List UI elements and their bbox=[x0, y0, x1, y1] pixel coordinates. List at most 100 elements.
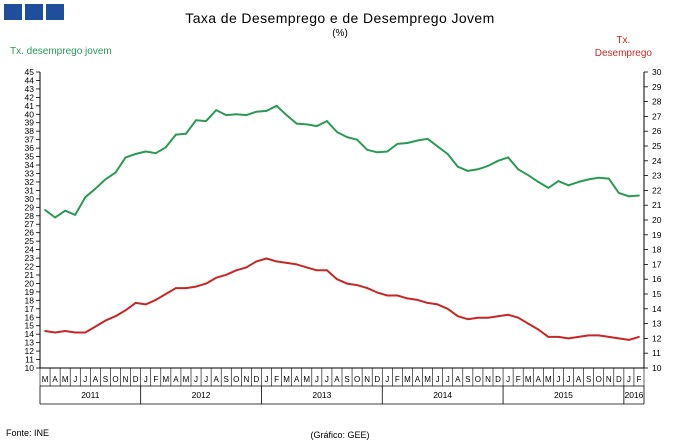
total-unemployment-point bbox=[537, 328, 540, 331]
total-unemployment-point bbox=[346, 282, 348, 285]
total-unemployment-point bbox=[567, 337, 570, 340]
total-unemployment-point bbox=[507, 313, 509, 316]
year-label: 2015 bbox=[554, 390, 573, 400]
total-unemployment-point bbox=[104, 319, 107, 322]
total-unemployment-point bbox=[517, 316, 520, 319]
youth-unemployment-point bbox=[205, 120, 208, 122]
total-unemployment-point bbox=[114, 315, 117, 318]
youth-unemployment-point bbox=[557, 180, 560, 182]
month-label: M bbox=[183, 375, 190, 384]
total-unemployment-point bbox=[477, 316, 479, 319]
right-tick-label: 17 bbox=[652, 259, 662, 269]
left-tick-label: 38 bbox=[25, 126, 35, 136]
left-axis-label: Tx. desemprego jovem bbox=[10, 46, 112, 57]
left-tick-label: 21 bbox=[25, 270, 35, 280]
month-label: S bbox=[103, 375, 108, 384]
total-unemployment-point bbox=[134, 301, 137, 304]
total-unemployment-point bbox=[577, 336, 580, 338]
total-unemployment-point bbox=[185, 287, 187, 289]
month-label: D bbox=[254, 375, 260, 384]
left-tick-label: 40 bbox=[25, 109, 35, 119]
total-unemployment-point bbox=[315, 269, 318, 272]
right-tick-label: 21 bbox=[652, 200, 662, 210]
youth-unemployment-point bbox=[638, 194, 640, 197]
total-unemployment-point bbox=[326, 269, 328, 272]
month-label: J bbox=[194, 375, 198, 384]
brand-logo bbox=[4, 4, 64, 20]
month-label: J bbox=[204, 375, 208, 384]
chart-subtitle: (%) bbox=[332, 28, 348, 39]
youth-unemployment-point bbox=[617, 192, 620, 194]
left-tick-label: 22 bbox=[25, 262, 35, 272]
month-label: A bbox=[415, 375, 421, 384]
right-axis-label: Tx. Desemprego bbox=[595, 34, 652, 60]
total-unemployment-point bbox=[305, 266, 308, 269]
month-label: J bbox=[506, 375, 510, 384]
left-tick-label: 37 bbox=[25, 135, 35, 145]
total-unemployment-point bbox=[466, 318, 469, 321]
total-unemployment-point bbox=[406, 297, 409, 300]
left-tick-label: 41 bbox=[25, 101, 35, 111]
month-label: J bbox=[556, 375, 560, 384]
youth-unemployment-point bbox=[587, 178, 590, 181]
total-unemployment-point bbox=[557, 336, 560, 338]
total-unemployment-point bbox=[225, 273, 228, 276]
month-label: J bbox=[627, 375, 631, 384]
month-label: A bbox=[173, 375, 179, 384]
left-tick-label: 29 bbox=[25, 202, 35, 212]
right-axis-label-line2: Desemprego bbox=[594, 48, 652, 59]
youth-unemployment-point bbox=[305, 123, 308, 126]
month-label: F bbox=[516, 375, 521, 384]
logo-square bbox=[46, 4, 64, 20]
youth-unemployment-point bbox=[396, 142, 399, 145]
month-label: F bbox=[274, 375, 279, 384]
total-unemployment-point bbox=[376, 291, 379, 294]
total-unemployment-point bbox=[235, 269, 238, 272]
total-unemployment-point bbox=[195, 285, 197, 288]
left-tick-label: 39 bbox=[25, 118, 35, 128]
youth-unemployment-point bbox=[134, 153, 137, 155]
total-unemployment-line bbox=[44, 257, 640, 341]
youth-unemployment-point bbox=[376, 151, 379, 154]
youth-unemployment-point bbox=[436, 145, 439, 148]
right-tick-label: 14 bbox=[652, 304, 662, 314]
youth-unemployment-point bbox=[527, 174, 530, 177]
total-unemployment-point bbox=[215, 276, 218, 279]
month-label: J bbox=[567, 375, 571, 384]
total-unemployment-point bbox=[64, 330, 67, 332]
month-label: A bbox=[455, 375, 461, 384]
right-tick-label: 10 bbox=[652, 363, 662, 373]
total-unemployment-point bbox=[607, 336, 610, 338]
month-label: J bbox=[385, 375, 389, 384]
total-unemployment-point bbox=[144, 303, 147, 306]
youth-unemployment-point bbox=[567, 184, 570, 187]
month-label: O bbox=[112, 375, 118, 384]
total-unemployment-point bbox=[54, 331, 56, 334]
youth-unemployment-point bbox=[517, 168, 520, 171]
youth-unemployment-point bbox=[215, 109, 218, 111]
youth-unemployment-point bbox=[144, 150, 147, 153]
total-unemployment-point bbox=[547, 336, 550, 338]
total-unemployment-point bbox=[94, 325, 97, 328]
total-unemployment-point bbox=[628, 338, 630, 341]
month-label: J bbox=[144, 375, 148, 384]
youth-unemployment-point bbox=[607, 177, 610, 180]
left-tick-label: 14 bbox=[25, 329, 35, 339]
left-tick-label: 24 bbox=[25, 245, 35, 255]
right-tick-label: 26 bbox=[652, 126, 662, 136]
month-label: M bbox=[62, 375, 69, 384]
right-tick-label: 16 bbox=[652, 274, 662, 284]
total-unemployment-point bbox=[255, 260, 258, 263]
youth-unemployment-point bbox=[74, 214, 77, 216]
total-unemployment-point bbox=[426, 301, 429, 304]
youth-unemployment-point bbox=[356, 138, 358, 141]
month-label: F bbox=[637, 375, 642, 384]
month-label: O bbox=[475, 375, 481, 384]
total-unemployment-point bbox=[386, 294, 389, 297]
left-tick-label: 12 bbox=[25, 346, 35, 356]
total-unemployment-point bbox=[487, 316, 489, 319]
month-label: J bbox=[83, 375, 87, 384]
total-unemployment-point bbox=[446, 307, 449, 310]
youth-unemployment-point bbox=[497, 159, 499, 162]
month-label: J bbox=[265, 375, 269, 384]
